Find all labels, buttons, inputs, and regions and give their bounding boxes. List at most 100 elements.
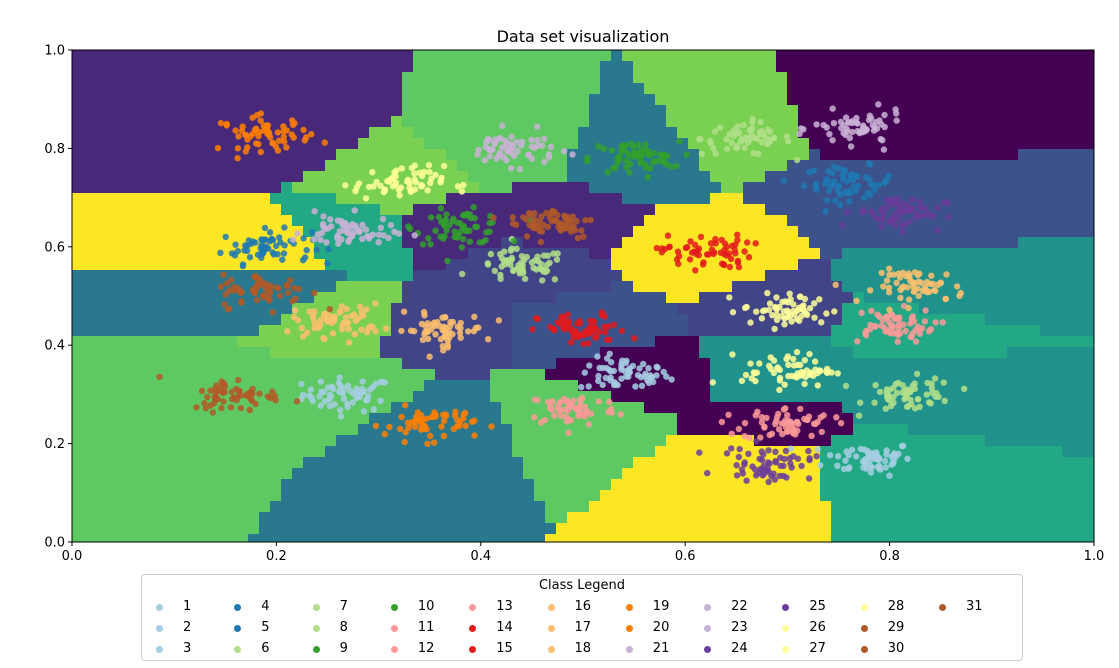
region-cell xyxy=(919,292,931,304)
region-cell xyxy=(402,204,414,216)
region-cell xyxy=(534,72,546,84)
region-cell xyxy=(369,160,381,172)
region-cell xyxy=(930,116,942,128)
region-cell xyxy=(182,391,194,403)
region-cell xyxy=(699,402,711,414)
region-cell xyxy=(589,424,601,436)
region-cell xyxy=(963,435,975,447)
data-point-class-13 xyxy=(921,318,929,325)
region-cell xyxy=(941,72,953,84)
region-cell xyxy=(358,479,370,491)
region-cell xyxy=(567,116,579,128)
region-cell xyxy=(919,237,931,249)
region-cell xyxy=(391,138,403,150)
region-cell xyxy=(754,94,766,106)
region-cell xyxy=(611,303,623,315)
region-cell xyxy=(391,457,403,469)
region-cell xyxy=(1051,534,1063,542)
region-cell xyxy=(1062,347,1074,359)
region-cell xyxy=(1084,391,1094,403)
region-cell xyxy=(226,127,238,139)
region-cell xyxy=(721,83,733,95)
region-cell xyxy=(149,402,161,414)
region-cell xyxy=(182,248,194,260)
region-cell xyxy=(116,468,128,480)
region-cell xyxy=(545,292,557,304)
region-cell xyxy=(259,50,271,62)
region-cell xyxy=(369,336,381,348)
region-cell xyxy=(545,50,557,62)
region-cell xyxy=(1073,512,1085,524)
data-point-class-9 xyxy=(476,239,483,246)
region-cell xyxy=(259,347,271,359)
region-cell xyxy=(226,292,238,304)
region-cell xyxy=(402,237,414,249)
region-cell xyxy=(303,215,315,227)
region-cell xyxy=(292,534,304,542)
region-cell xyxy=(787,336,799,348)
data-point-class-9 xyxy=(405,223,412,230)
region-cell xyxy=(149,512,161,524)
region-cell xyxy=(314,523,326,535)
region-cell xyxy=(809,138,821,150)
region-cell xyxy=(644,204,656,216)
region-cell xyxy=(94,127,106,139)
region-cell xyxy=(556,380,568,392)
region-cell xyxy=(149,303,161,315)
data-point-class-11 xyxy=(575,412,582,420)
region-cell xyxy=(1018,61,1030,73)
data-point-class-7 xyxy=(521,275,529,282)
region-cell xyxy=(281,215,293,227)
region-cell xyxy=(886,490,898,502)
region-cell xyxy=(226,105,238,117)
region-cell xyxy=(347,336,359,348)
data-point-class-9 xyxy=(440,235,447,242)
region-cell xyxy=(347,61,359,73)
region-cell xyxy=(699,303,711,315)
region-cell xyxy=(501,534,513,542)
region-cell xyxy=(358,402,370,414)
region-cell xyxy=(567,138,579,150)
region-cell xyxy=(160,160,172,172)
region-cell xyxy=(193,127,205,139)
region-cell xyxy=(655,138,667,150)
region-cell xyxy=(644,50,656,62)
region-cell xyxy=(963,303,975,315)
region-cell xyxy=(534,347,546,359)
region-cell xyxy=(897,402,909,414)
region-cell xyxy=(237,270,249,282)
region-cell xyxy=(413,468,425,480)
region-cell xyxy=(985,50,997,62)
data-point-class-8 xyxy=(855,412,863,419)
region-cell xyxy=(402,402,414,414)
region-cell xyxy=(116,171,128,183)
region-cell xyxy=(1084,215,1094,227)
region-cell xyxy=(237,83,249,95)
region-cell xyxy=(1040,369,1052,381)
region-cell xyxy=(919,171,931,183)
region-cell xyxy=(754,237,766,249)
region-cell xyxy=(809,105,821,117)
region-cell xyxy=(600,83,612,95)
region-cell xyxy=(413,358,425,370)
region-cell xyxy=(83,424,95,436)
region-cell xyxy=(952,314,964,326)
region-cell xyxy=(578,303,590,315)
region-cell xyxy=(886,61,898,73)
region-cell xyxy=(358,127,370,139)
region-cell xyxy=(358,468,370,480)
region-cell xyxy=(1062,303,1074,315)
region-cell xyxy=(248,446,260,458)
region-cell xyxy=(314,380,326,392)
region-cell xyxy=(556,457,568,469)
region-cell xyxy=(270,336,282,348)
decision-regions xyxy=(72,50,1094,542)
data-point-class-12 xyxy=(757,434,764,441)
region-cell xyxy=(985,237,997,249)
region-cell xyxy=(974,402,986,414)
region-cell xyxy=(1062,380,1074,392)
region-cell xyxy=(237,292,249,304)
region-cell xyxy=(655,424,667,436)
region-cell xyxy=(424,380,436,392)
region-cell xyxy=(259,193,271,205)
